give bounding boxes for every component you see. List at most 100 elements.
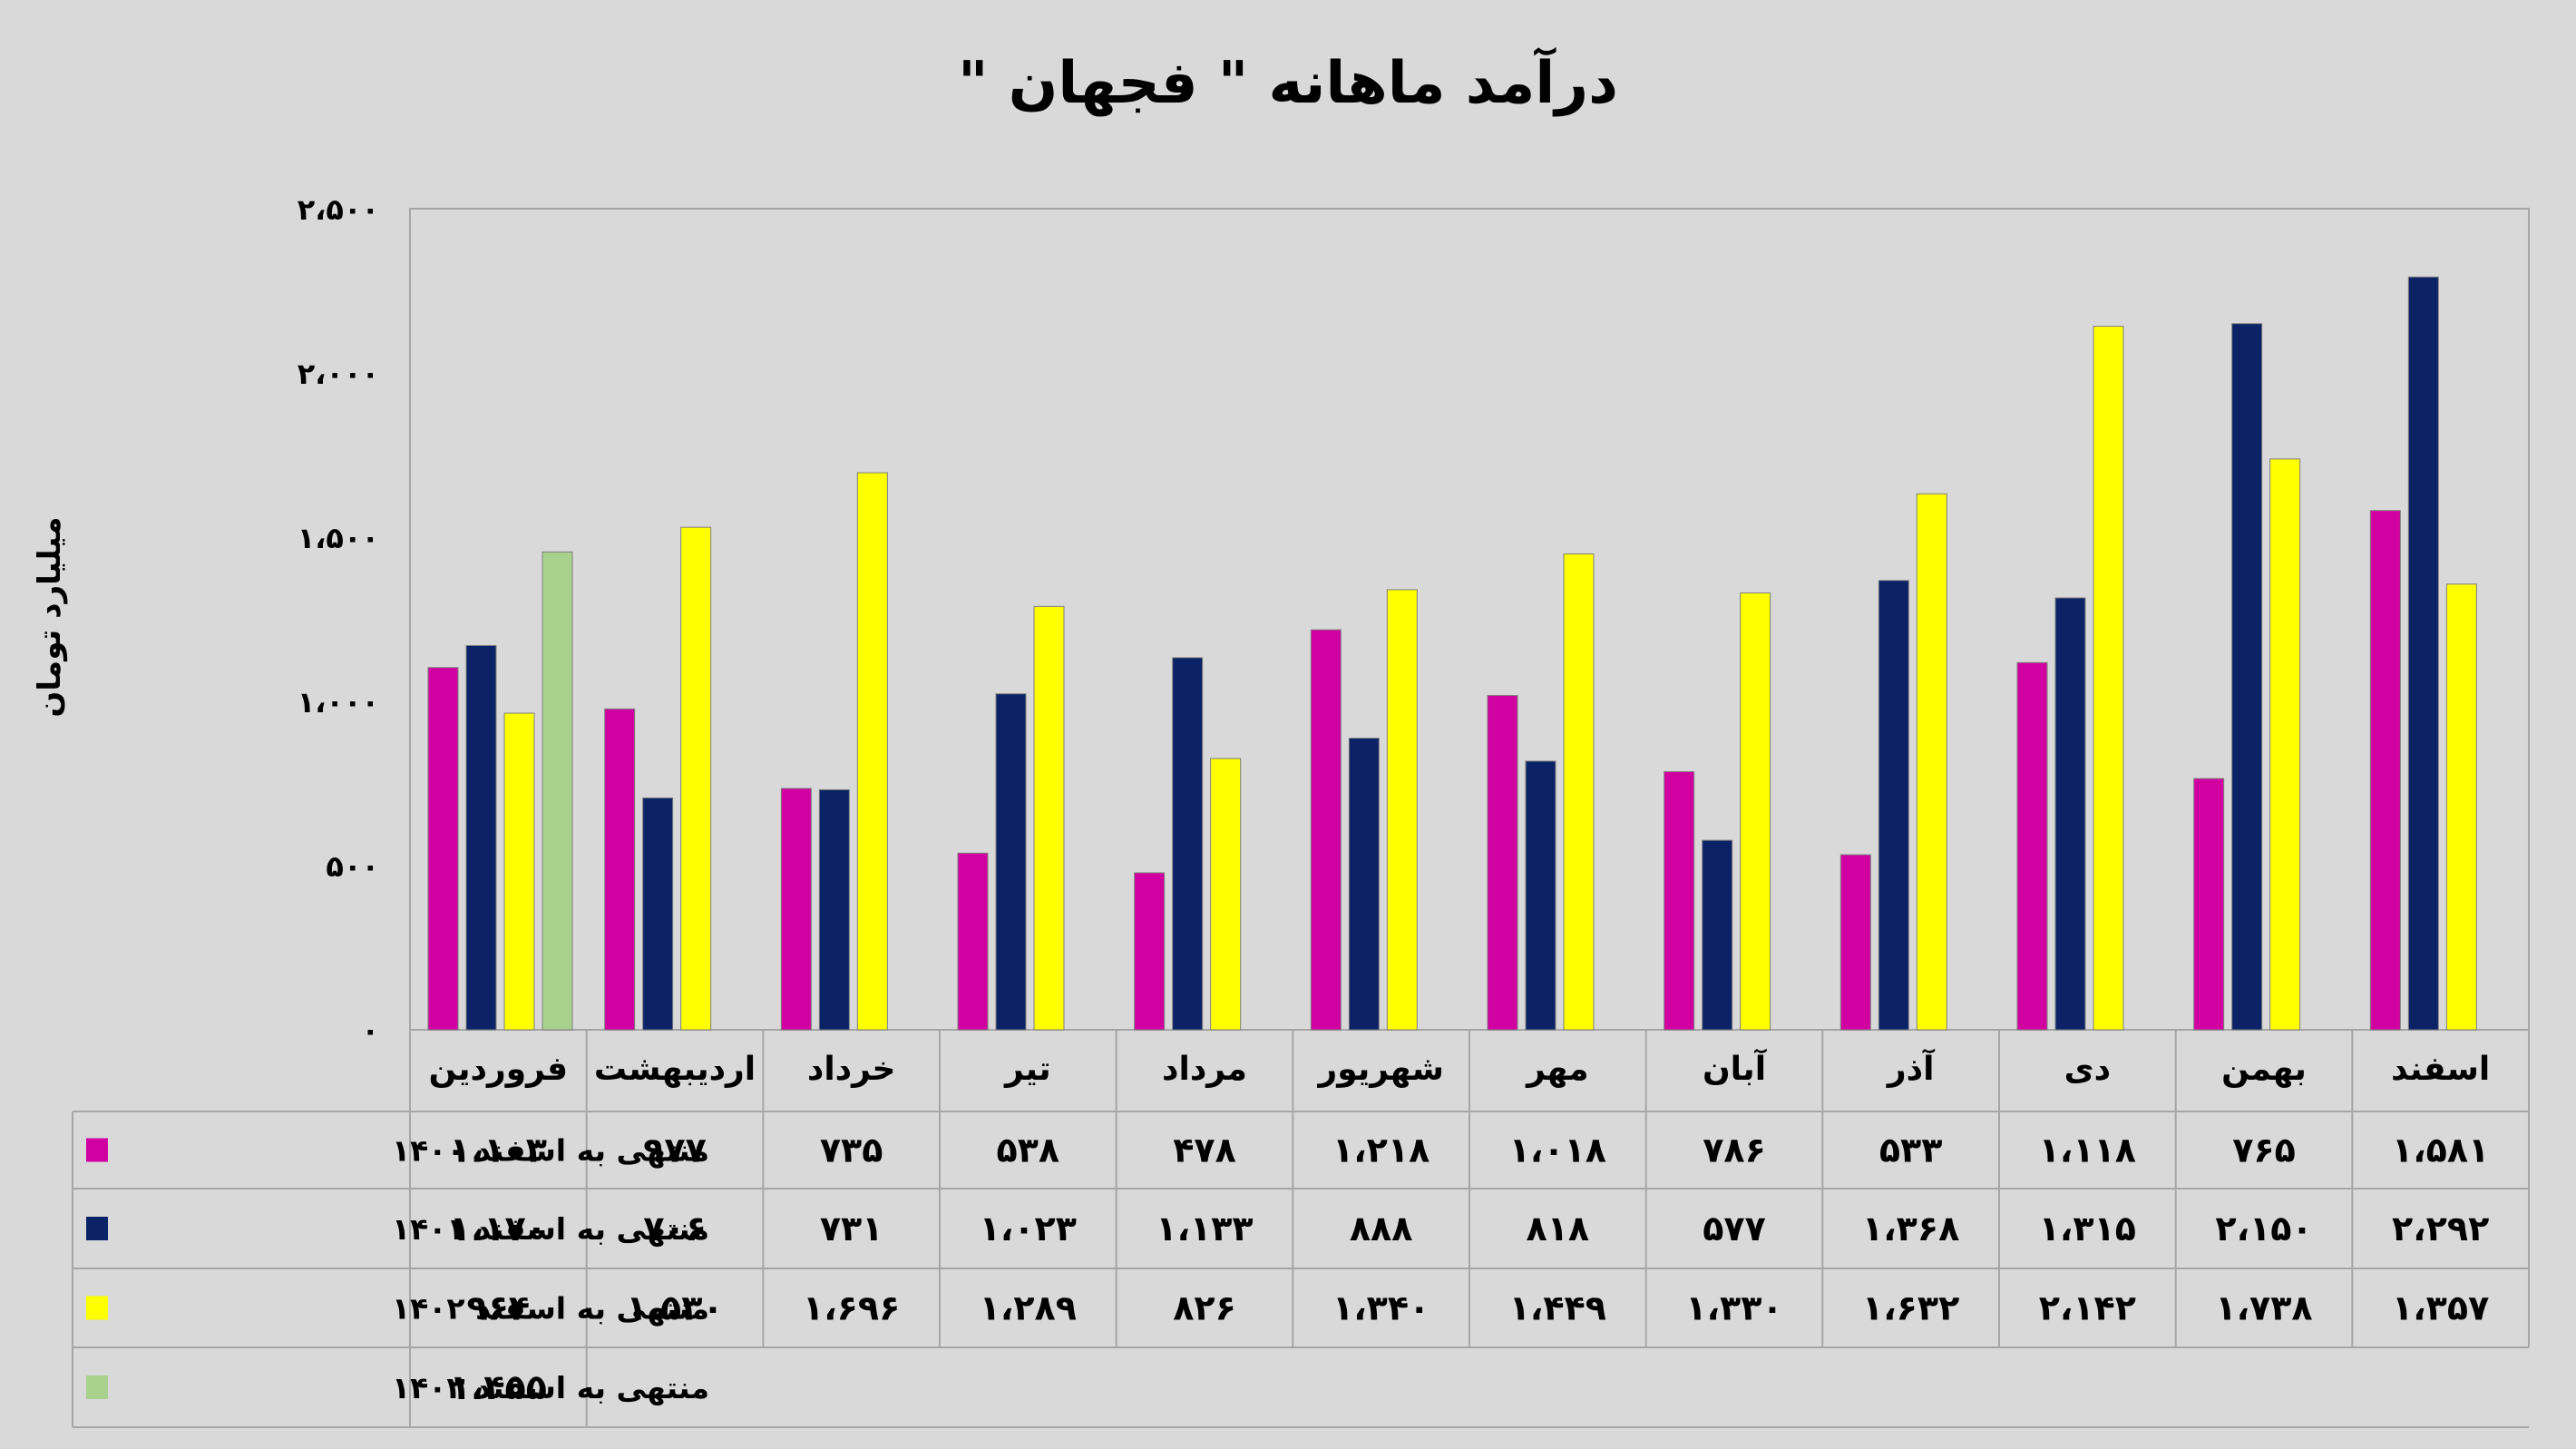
x-tick-label: مرداد [1162, 1051, 1247, 1088]
bar [2407, 276, 2439, 1031]
bar [1487, 694, 1518, 1031]
bar [995, 693, 1027, 1031]
x-tick-label: دی [2064, 1051, 2111, 1088]
y-tick-label: ۲،۰۰۰ [298, 357, 379, 391]
data-label: ۱،۲۸۹ [980, 1288, 1077, 1328]
bar [503, 712, 535, 1031]
legend-swatch [86, 1296, 108, 1320]
bar [818, 788, 850, 1031]
data-label: ۱،۱۰۳ [450, 1131, 547, 1170]
data-label: ۱،۷۳۸ [2215, 1288, 2312, 1328]
data-label: ۷۶۵ [2232, 1131, 2296, 1170]
data-label: ۸۸۸ [1350, 1209, 1413, 1248]
bar [642, 797, 674, 1031]
bar [1525, 760, 1556, 1031]
bar [1916, 493, 1947, 1031]
bar [2445, 583, 2477, 1031]
bar [1134, 872, 1166, 1031]
data-label: ۸۲۶ [1173, 1288, 1236, 1328]
data-label: ۱،۳۴۰ [1332, 1288, 1429, 1328]
x-tick-label: اردیبهشت [594, 1051, 756, 1088]
bar [1348, 738, 1380, 1031]
data-label: ۵۷۷ [1703, 1209, 1766, 1248]
y-tick-label: ۰ [361, 1013, 379, 1048]
bar [680, 526, 712, 1031]
data-label: ۱،۳۶۸ [1862, 1209, 1959, 1248]
bar [856, 472, 888, 1031]
bar [2193, 778, 2225, 1031]
data-label: ۵۳۳ [1879, 1131, 1943, 1170]
bar [1210, 758, 1242, 1031]
data-label: ۱،۶۹۶ [803, 1288, 900, 1328]
data-label: ۸۱۸ [1527, 1209, 1590, 1248]
x-tick-label: تیر [1003, 1051, 1051, 1088]
chart-title: درآمد ماهانه " فجهان " [958, 50, 1618, 117]
legend-swatch [86, 1217, 108, 1240]
data-label: ۱،۱۳۳ [1156, 1209, 1253, 1248]
data-label: ۱،۳۱۵ [2039, 1209, 2136, 1248]
bar [1839, 854, 1871, 1031]
data-label: ۷۸۶ [1703, 1131, 1766, 1170]
bar [2054, 597, 2086, 1031]
data-label: ۲،۱۴۲ [2039, 1288, 2136, 1328]
x-tick-label: خرداد [807, 1051, 896, 1088]
data-label: ۵۳۸ [997, 1131, 1060, 1170]
data-label: ۷۳۱ [820, 1209, 883, 1248]
data-label: ۱،۰۲۳ [980, 1209, 1077, 1248]
bar [2369, 510, 2401, 1031]
bar [2016, 661, 2048, 1031]
y-tick-label: ۱،۵۰۰ [298, 521, 379, 555]
bar [2093, 326, 2124, 1031]
data-label: ۱،۲۱۸ [1332, 1131, 1429, 1170]
x-tick-label: مهر [1525, 1051, 1588, 1088]
bar [780, 788, 812, 1031]
data-label: ۱،۴۴۹ [1509, 1288, 1606, 1328]
bar [542, 551, 573, 1031]
data-label: ۷۰۶ [643, 1209, 707, 1248]
x-tick-label: بهمن [2221, 1051, 2307, 1088]
bar [1878, 580, 1909, 1031]
legend-label: منتهی به اسفند ۱۴۰۲ [392, 1291, 709, 1327]
data-label: ۱،۵۳۰ [626, 1288, 723, 1328]
data-label: ۹۶۴ [467, 1288, 531, 1328]
legend-label: منتهی به اسفند ۱۴۰۱ [392, 1211, 709, 1248]
data-label: ۱،۵۸۱ [2392, 1131, 2489, 1170]
data-label: ۹۷۷ [643, 1131, 707, 1170]
bar [1386, 589, 1418, 1031]
data-label: ۲،۱۵۰ [2215, 1209, 2312, 1248]
data-label: ۲،۲۹۲ [2392, 1209, 2489, 1248]
bar [1563, 553, 1595, 1031]
data-label: ۱،۰۱۸ [1509, 1131, 1606, 1170]
y-tick-label: ۲،۵۰۰ [298, 192, 379, 227]
legend-label: منتهی به اسفند ۱۴۰۰ [392, 1133, 709, 1170]
data-label: ۱،۶۳۲ [1862, 1288, 1959, 1328]
x-tick-label: شهریور [1316, 1051, 1443, 1088]
bar [1740, 592, 1771, 1031]
bar [1702, 839, 1733, 1031]
data-label: ۱،۳۵۷ [2392, 1288, 2489, 1328]
bar [1664, 770, 1695, 1031]
bar [1172, 657, 1204, 1031]
bar [1310, 629, 1342, 1031]
bar [465, 644, 497, 1031]
y-tick-label: ۵۰۰ [326, 849, 379, 884]
data-label: ۱،۱۱۸ [2039, 1131, 2136, 1170]
data-label: ۱،۱۷۰ [450, 1209, 547, 1248]
data-label: ۴۷۸ [1173, 1131, 1236, 1170]
bar [1033, 605, 1065, 1031]
bar [2231, 323, 2263, 1031]
x-tick-label: فروردین [429, 1051, 568, 1088]
legend-swatch [86, 1138, 108, 1162]
data-label: ۱،۳۳۰ [1685, 1288, 1782, 1328]
y-tick-label: ۱،۰۰۰ [298, 685, 379, 720]
bar [427, 667, 459, 1031]
data-label: ۱،۴۵۵ [450, 1367, 547, 1407]
legend-label: منتهی به اسفند ۱۴۰۳ [392, 1370, 709, 1406]
x-tick-label: اسفند [2391, 1051, 2490, 1088]
legend-swatch [86, 1376, 108, 1399]
bar [957, 852, 989, 1031]
data-label: ۷۳۵ [820, 1131, 883, 1170]
bar [604, 708, 636, 1031]
bar [2269, 458, 2301, 1031]
